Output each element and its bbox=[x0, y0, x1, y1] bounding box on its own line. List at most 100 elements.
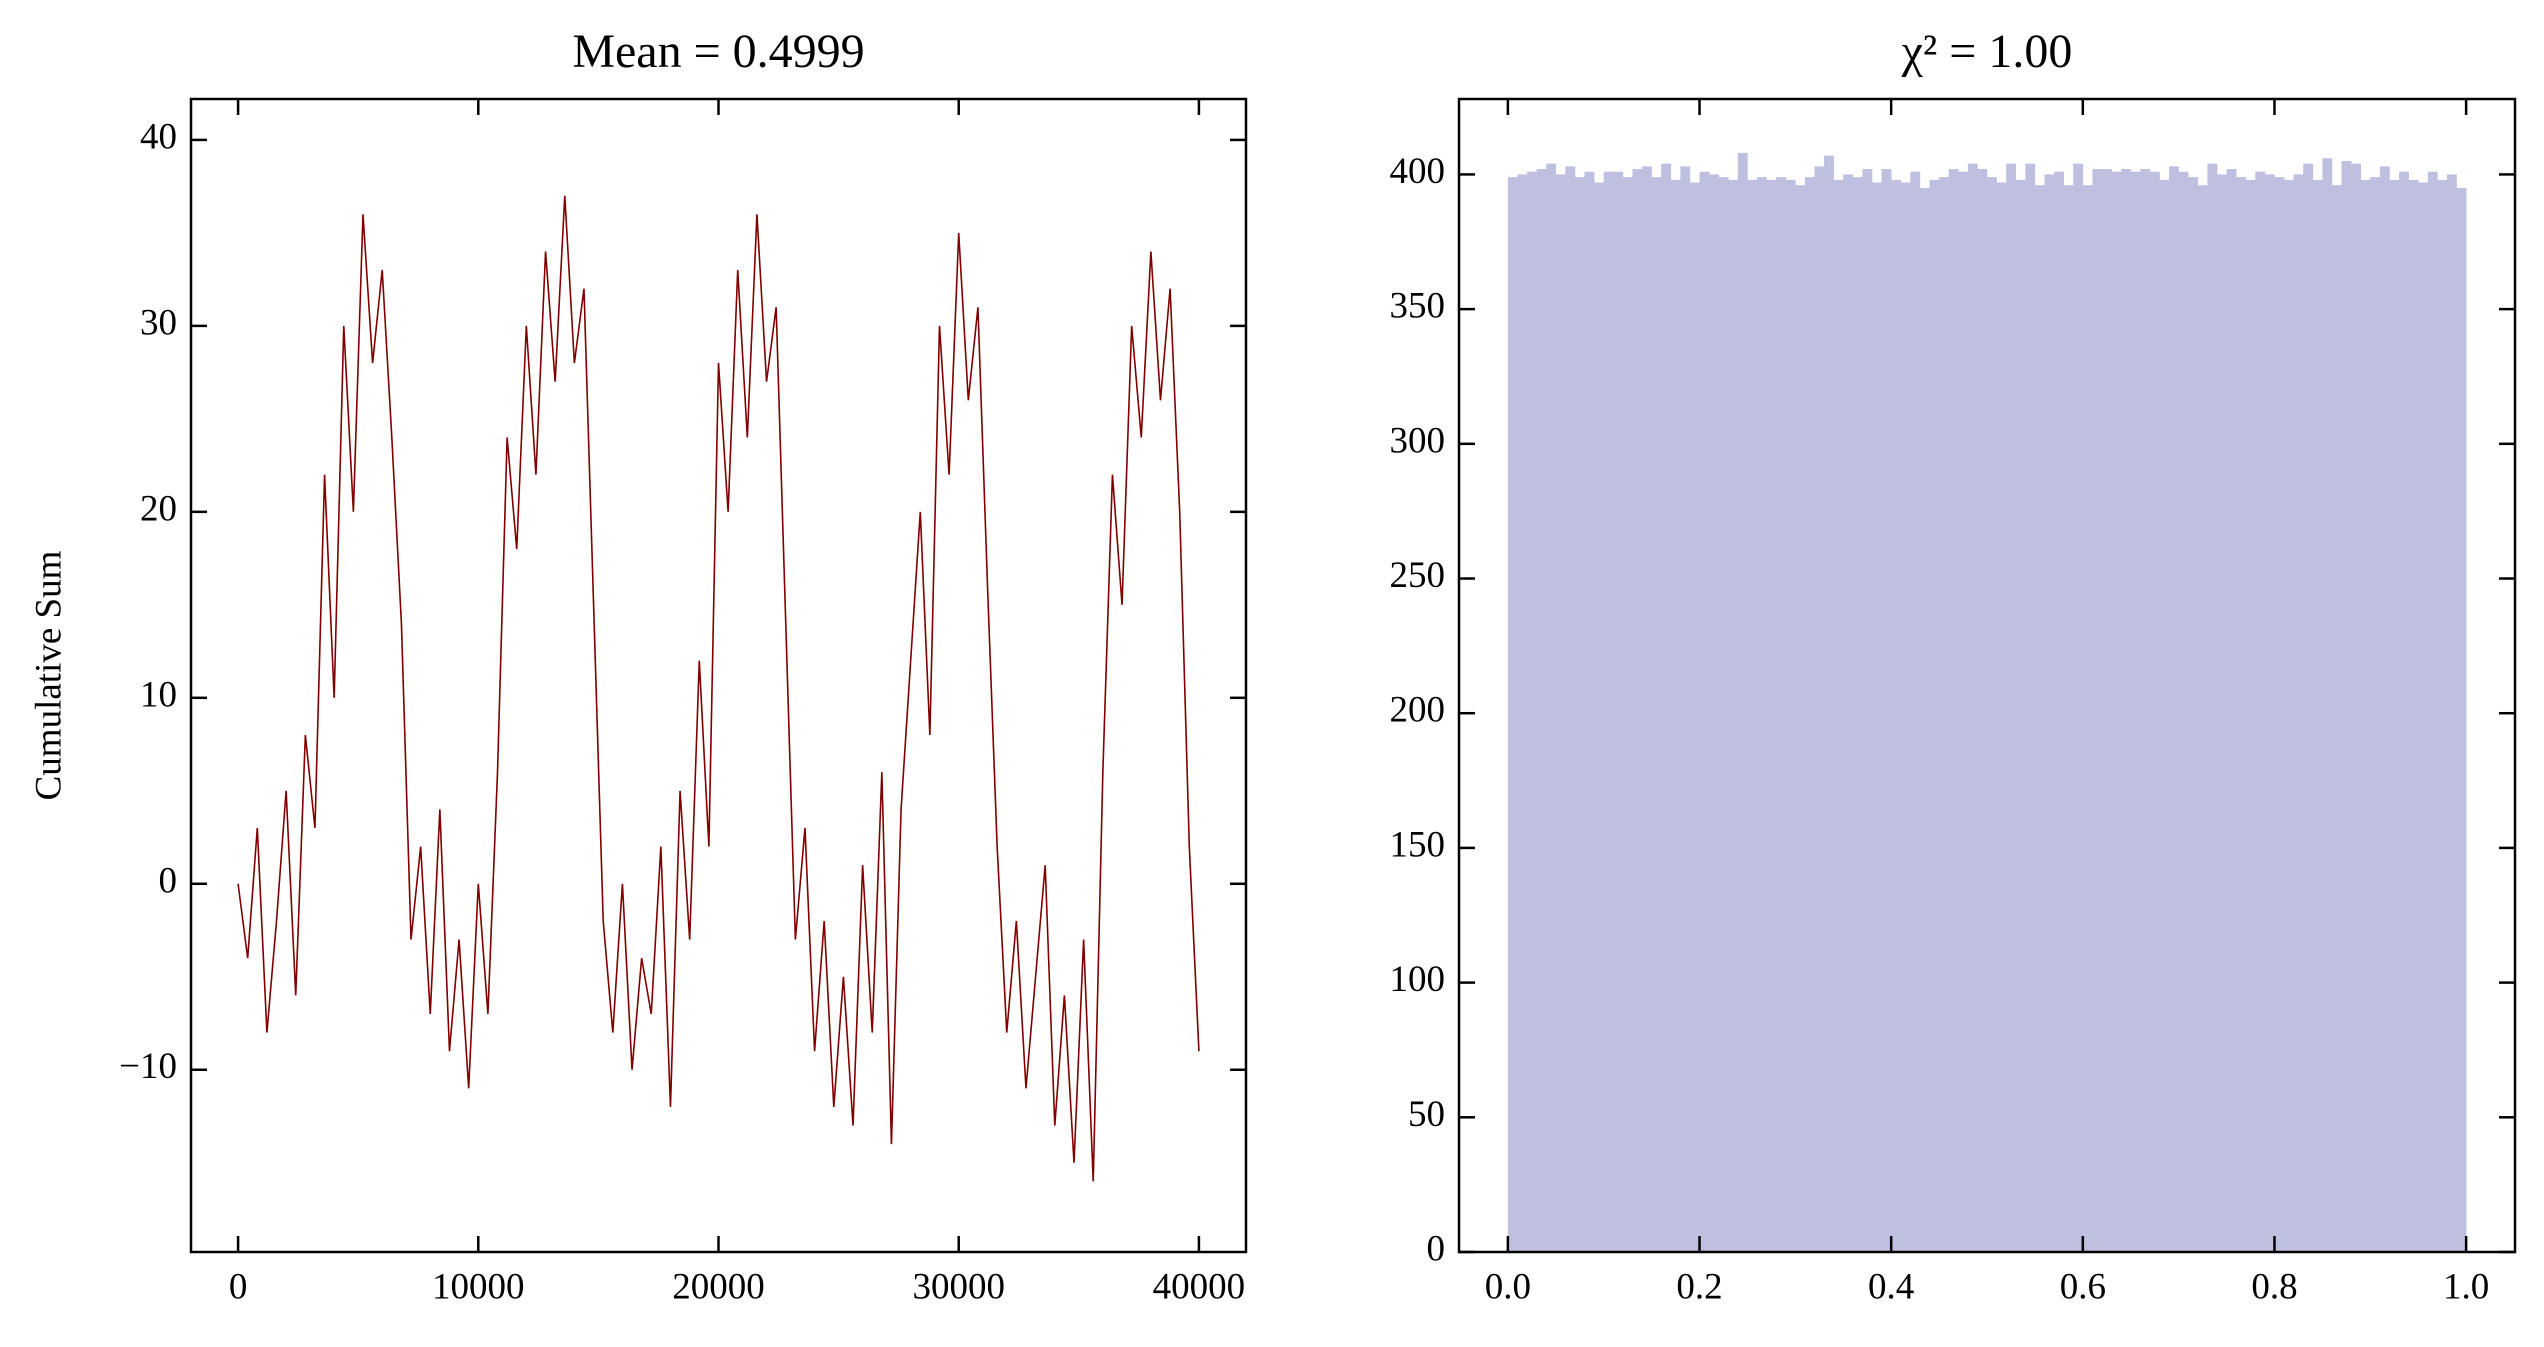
histogram-bar bbox=[1613, 171, 1624, 1253]
histogram-bar bbox=[1747, 179, 1758, 1253]
histogram-bar bbox=[1555, 174, 1566, 1252]
x-tick-label: 0.0 bbox=[1485, 1266, 1531, 1307]
chart-title: Mean = 0.4999 bbox=[572, 25, 864, 78]
histogram-bar bbox=[1872, 182, 1882, 1252]
histogram-bar bbox=[2341, 160, 2352, 1252]
histogram-bar bbox=[1680, 166, 1691, 1252]
histogram-bar bbox=[1517, 174, 1528, 1252]
histogram-bar bbox=[1862, 169, 1873, 1253]
histogram-bar bbox=[1632, 169, 1643, 1253]
y-tick-label: 200 bbox=[1390, 690, 1446, 731]
y-tick-label: 0 bbox=[159, 860, 178, 901]
y-tick-label: 30 bbox=[140, 302, 177, 343]
histogram-bar bbox=[1546, 163, 1557, 1253]
histogram-bar bbox=[1900, 182, 1911, 1252]
histogram-bar bbox=[2082, 185, 2093, 1253]
histogram-bar bbox=[2101, 169, 2112, 1253]
y-tick-label: 350 bbox=[1390, 286, 1446, 327]
histogram-bar bbox=[1977, 169, 1988, 1253]
x-tick-label: 0.2 bbox=[1676, 1266, 1722, 1307]
histogram-bar bbox=[1814, 166, 1825, 1252]
y-tick-label: 300 bbox=[1390, 420, 1446, 461]
histogram-bar bbox=[1709, 174, 1719, 1252]
histogram-bar bbox=[1967, 163, 1978, 1253]
histogram-bar bbox=[2312, 179, 2323, 1253]
histogram-bar bbox=[2015, 179, 2026, 1253]
histogram-bar bbox=[2456, 187, 2467, 1252]
histogram-bar bbox=[2034, 185, 2045, 1253]
histogram-bar bbox=[2073, 163, 2084, 1253]
x-tick-label: 20000 bbox=[672, 1266, 765, 1307]
histogram-bar bbox=[2188, 177, 2199, 1253]
histogram-bar bbox=[1689, 182, 1700, 1252]
y-tick-label: 400 bbox=[1390, 151, 1446, 192]
x-tick-label: 0.4 bbox=[1868, 1266, 1914, 1307]
y-tick-label: 0 bbox=[1427, 1228, 1446, 1269]
histogram-bar bbox=[2245, 179, 2256, 1253]
histogram-bar bbox=[1948, 169, 1959, 1253]
x-tick-label: 0.6 bbox=[2060, 1266, 2106, 1307]
histogram-bar bbox=[1881, 169, 1892, 1253]
histogram-bar bbox=[1536, 169, 1547, 1253]
histogram-bar bbox=[2006, 163, 2017, 1253]
histogram-bar bbox=[2121, 169, 2132, 1253]
histogram-bar bbox=[2197, 185, 2208, 1253]
histogram-bar bbox=[2303, 163, 2314, 1253]
histogram-bar bbox=[2446, 174, 2457, 1252]
histogram-bar bbox=[2207, 163, 2218, 1253]
histogram-bar bbox=[2418, 182, 2429, 1252]
histogram-bar bbox=[2408, 179, 2419, 1253]
histogram-bar bbox=[2331, 185, 2342, 1253]
histogram-bar bbox=[2255, 171, 2266, 1253]
histogram-bar bbox=[2360, 179, 2371, 1253]
histogram-bar bbox=[2130, 171, 2141, 1253]
line bbox=[237, 195, 1200, 1182]
histogram-bar bbox=[2226, 169, 2237, 1253]
chart-title: χ² = 1.00 bbox=[1901, 25, 2073, 78]
histogram-bar bbox=[1804, 177, 1815, 1253]
histogram-bar bbox=[2236, 177, 2247, 1253]
histogram-bar bbox=[2293, 174, 2304, 1252]
histogram-bar bbox=[1843, 174, 1854, 1252]
histogram-bar bbox=[2159, 179, 2170, 1253]
histogram-bar bbox=[2370, 177, 2381, 1253]
y-axis-label: Cumulative Sum bbox=[28, 550, 69, 800]
histogram-bar bbox=[2092, 169, 2103, 1253]
histogram-bar bbox=[2149, 171, 2160, 1253]
y-tick-label: 20 bbox=[140, 488, 177, 529]
histogram-bar bbox=[1766, 179, 1777, 1253]
histogram-bar bbox=[1824, 155, 1834, 1253]
histogram-bar bbox=[1776, 177, 1787, 1253]
y-tick-label: 50 bbox=[1408, 1094, 1445, 1135]
y-tick-label: 250 bbox=[1390, 555, 1446, 596]
histogram-bar bbox=[1651, 177, 1662, 1253]
histogram-bar bbox=[2044, 174, 2055, 1252]
histogram-bar bbox=[1661, 163, 1672, 1253]
x-tick-label: 10000 bbox=[432, 1266, 525, 1307]
histogram-bar bbox=[2379, 166, 2390, 1252]
x-tick-label: 1.0 bbox=[2443, 1266, 2489, 1307]
histogram-bar bbox=[1507, 177, 1518, 1253]
x-tick-label: 0.8 bbox=[2251, 1266, 2297, 1307]
histogram-bar bbox=[2437, 179, 2448, 1253]
x-tick-label: 30000 bbox=[912, 1266, 1005, 1307]
histogram-bar bbox=[1987, 177, 1997, 1253]
y-tick-label: 150 bbox=[1390, 824, 1446, 865]
histogram-bar bbox=[1642, 166, 1652, 1252]
histogram-bar bbox=[1699, 171, 1710, 1253]
histogram-bar bbox=[1891, 179, 1902, 1253]
histogram-bar bbox=[2389, 179, 2400, 1253]
histogram-bar bbox=[1565, 166, 1576, 1252]
histogram-bar bbox=[1910, 171, 1921, 1253]
histogram-bar bbox=[1622, 177, 1633, 1253]
histogram-bar bbox=[1574, 177, 1585, 1253]
histogram-bar bbox=[1785, 179, 1796, 1253]
x-tick-label: 0 bbox=[229, 1266, 248, 1307]
histogram-bar bbox=[1919, 187, 1930, 1252]
histogram-bar bbox=[2063, 185, 2074, 1253]
histogram-bar bbox=[2169, 166, 2179, 1252]
histogram-bar bbox=[1757, 177, 1767, 1253]
histogram-bar bbox=[2322, 158, 2333, 1252]
histogram-bar bbox=[2140, 169, 2151, 1253]
